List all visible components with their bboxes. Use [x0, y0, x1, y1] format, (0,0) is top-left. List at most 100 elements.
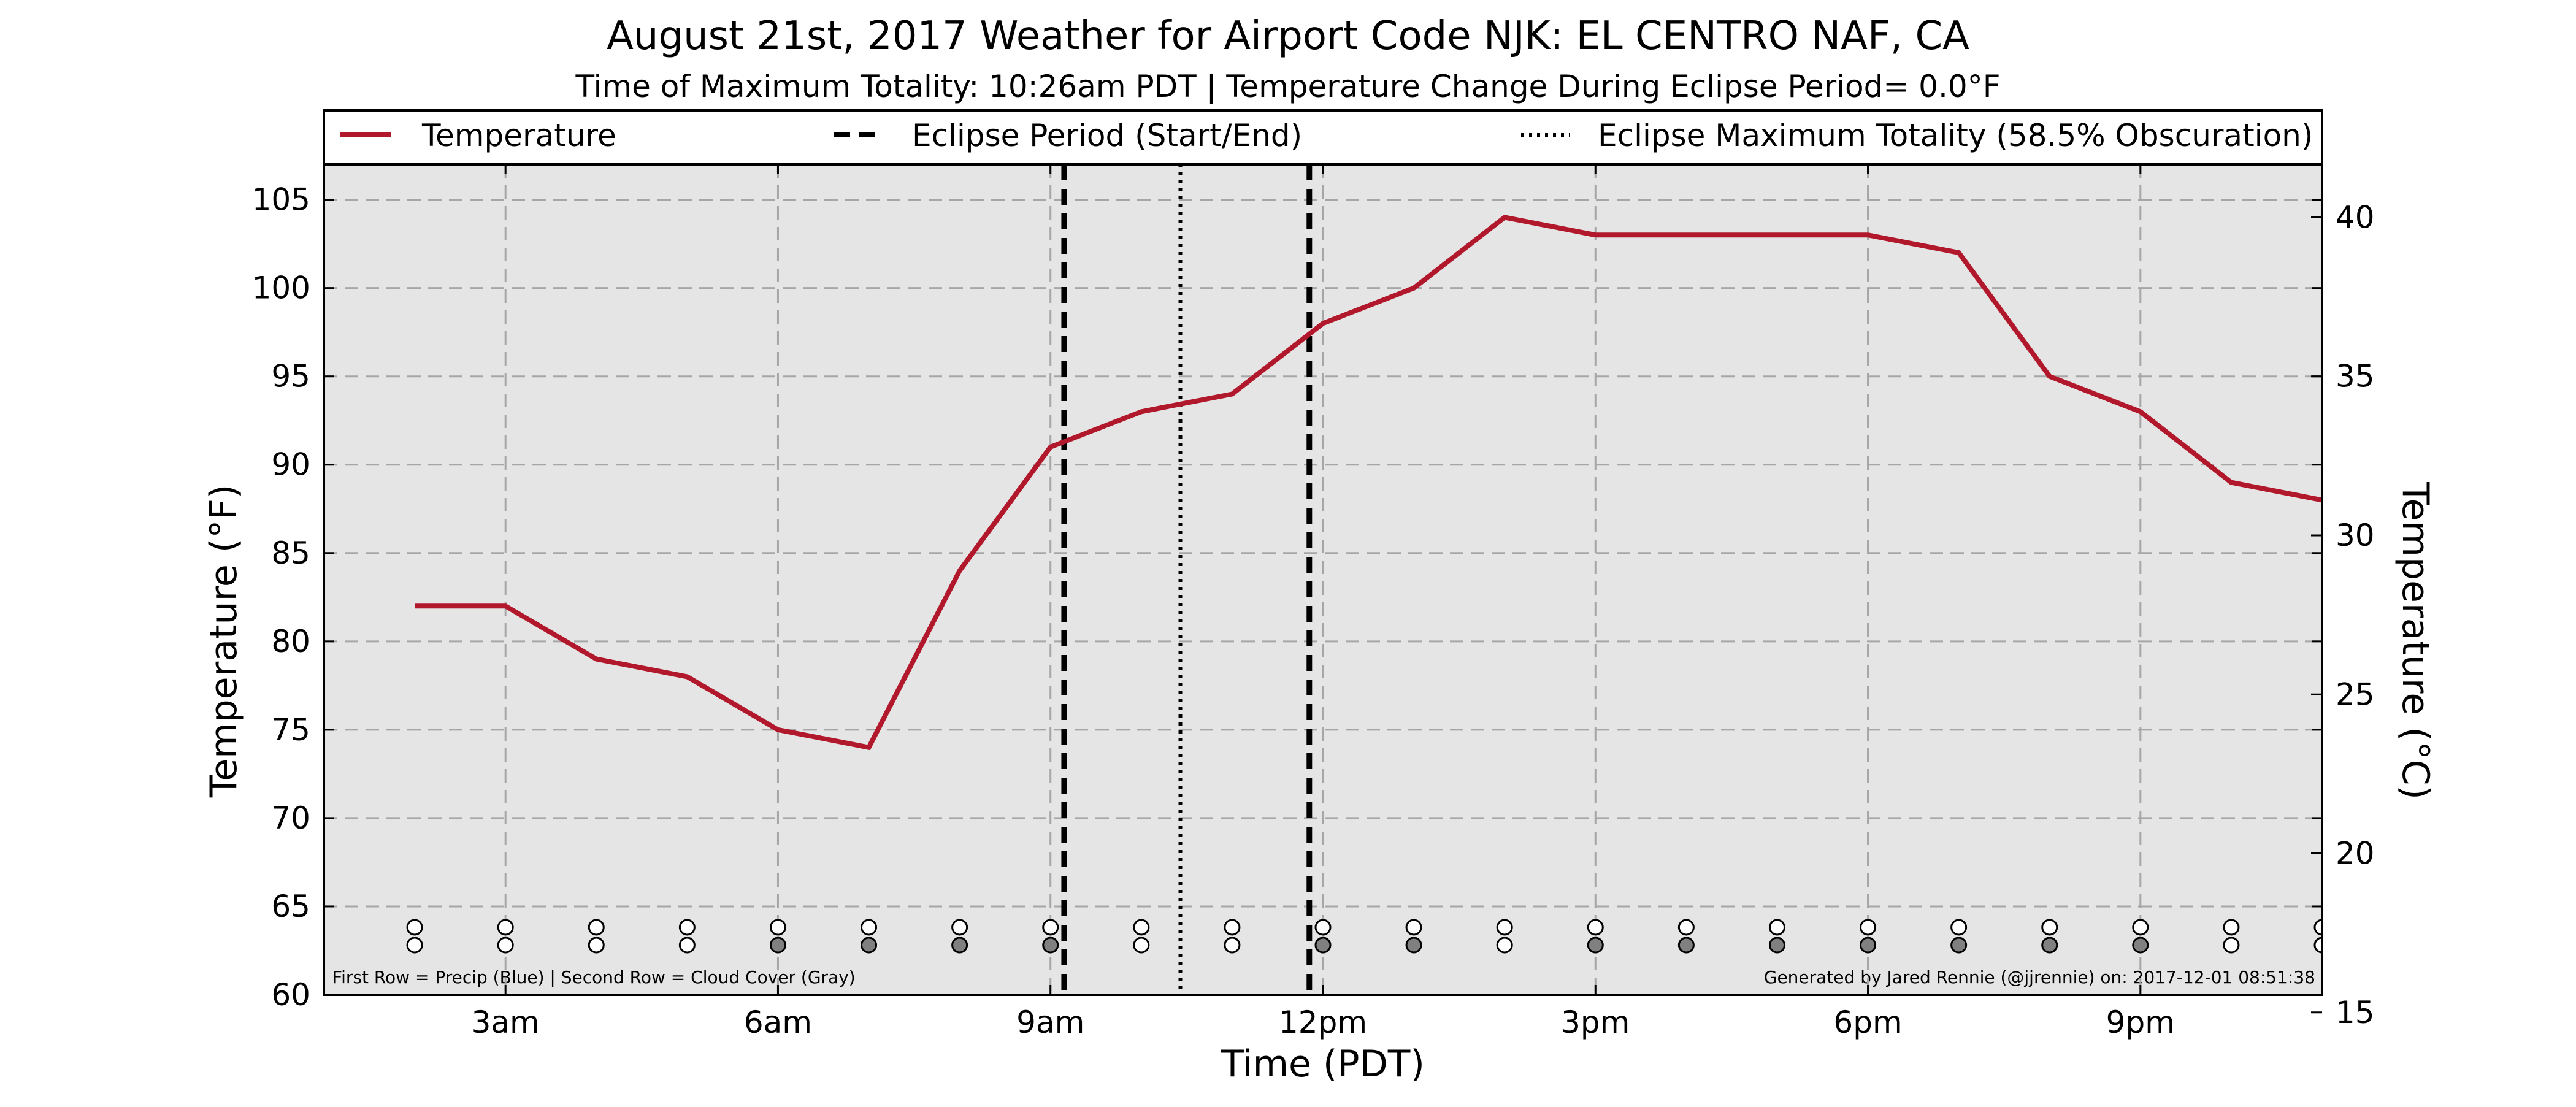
x-axis-label: Time (PDT): [1221, 1043, 1425, 1086]
precip-indicator: [678, 919, 696, 936]
precip-indicator: [1405, 919, 1422, 936]
footnote-right: Generated by Jared Rennie (@jjrennie) on…: [1764, 967, 2315, 987]
x-tick-label: 3pm: [1561, 1005, 1630, 1040]
precip-indicator: [406, 919, 423, 936]
cloud-indicator: [497, 937, 514, 954]
temperature-point: [2231, 482, 2232, 483]
y2-axis-label: Temperature (°C): [2394, 481, 2437, 800]
y-tick-label: 100: [252, 270, 310, 306]
precip-indicator: [2132, 919, 2149, 936]
precip-indicator: [1042, 919, 1059, 936]
footnote-left: First Row = Precip (Blue) | Second Row =…: [332, 967, 856, 987]
temperature-point: [2140, 411, 2141, 412]
legend-label-eclipse-period: Eclipse Period (Start/End): [912, 118, 1302, 153]
cloud-indicator: [588, 937, 605, 954]
y2-tick-label: 35: [2336, 359, 2375, 394]
x-tick-label: 3am: [472, 1005, 540, 1040]
precip-indicator: [769, 919, 786, 936]
temperature-point: [596, 659, 597, 660]
precip-indicator: [1860, 919, 1877, 936]
temperature-point: [1958, 252, 1960, 253]
x-tick-label: 6pm: [1833, 1005, 1902, 1040]
precip-indicator: [1768, 919, 1785, 936]
cloud-indicator: [861, 937, 878, 954]
temperature-point: [1685, 234, 1687, 236]
y2-tick-label: 40: [2336, 199, 2375, 235]
precip-indicator: [1950, 919, 1968, 936]
y-tick-label: 105: [252, 182, 310, 218]
cloud-indicator: [678, 937, 696, 954]
temperature-point: [505, 605, 506, 607]
temperature-point: [1413, 288, 1414, 289]
precip-indicator: [1496, 919, 1513, 936]
precip-indicator: [1224, 919, 1241, 936]
cloud-indicator: [2041, 937, 2058, 954]
precip-indicator: [1677, 919, 1695, 936]
y2-tick-label: 15: [2336, 995, 2375, 1030]
cloud-indicator: [1314, 937, 1332, 954]
x-tick-label: 12pm: [1279, 1005, 1367, 1040]
cloud-indicator: [2313, 937, 2322, 954]
cloud-indicator: [2223, 937, 2240, 954]
temperature-point: [2049, 376, 2050, 377]
precip-indicator: [1314, 919, 1332, 936]
temperature-point: [1322, 323, 1324, 324]
y-tick-label: 90: [271, 447, 310, 483]
y2-tick-label: 30: [2336, 518, 2375, 553]
y-tick-label: 70: [271, 800, 310, 836]
temperature-point: [868, 747, 870, 748]
y2-tick-label: 25: [2336, 676, 2375, 712]
y-tick-label: 60: [271, 977, 310, 1013]
legend-label-max-totality: Eclipse Maximum Totality (58.5% Obscurat…: [1598, 118, 2313, 153]
cloud-indicator: [406, 937, 423, 954]
x-tick-label: 9pm: [2106, 1005, 2175, 1040]
temperature-point: [1141, 411, 1142, 412]
precip-indicator: [861, 919, 878, 936]
cloud-indicator: [2132, 937, 2149, 954]
temperature-point: [959, 570, 960, 572]
legend-label-temperature: Temperature: [421, 118, 616, 153]
temperature-point: [1050, 446, 1051, 448]
x-tick-label: 6am: [744, 1005, 812, 1040]
cloud-indicator: [1677, 937, 1695, 954]
precip-indicator: [2041, 919, 2058, 936]
cloud-indicator: [1405, 937, 1422, 954]
temperature-series-line: [415, 215, 2322, 751]
temperature-point: [414, 605, 415, 607]
y-tick-label: 95: [271, 359, 310, 394]
precip-indicator: [1587, 919, 1604, 936]
temperature-point: [686, 676, 688, 677]
cloud-indicator: [1224, 937, 1241, 954]
chart-title: August 21st, 2017 Weather for Airport Co…: [607, 13, 1969, 59]
cloud-indicator: [1133, 937, 1150, 954]
temperature-point: [1232, 394, 1233, 395]
cloud-indicator: [1496, 937, 1513, 954]
cloud-indicator: [1860, 937, 1877, 954]
cloud-indicator: [1042, 937, 1059, 954]
precip-indicator: [1133, 919, 1150, 936]
temperature-point: [777, 729, 778, 730]
temperature-point: [1868, 234, 1869, 236]
precip-indicator: [2223, 919, 2240, 936]
temperature-point: [1504, 216, 1505, 218]
y-tick-label: 80: [271, 624, 310, 659]
temperature-point: [1595, 234, 1596, 236]
y2-tick-label: 20: [2336, 836, 2375, 871]
cloud-indicator: [951, 937, 968, 954]
cloud-indicator: [1587, 937, 1604, 954]
precip-indicator: [588, 919, 605, 936]
cloud-indicator: [1950, 937, 1968, 954]
x-tick-label: 9am: [1016, 1005, 1084, 1040]
precip-indicator: [951, 919, 968, 936]
cloud-indicator: [1768, 937, 1785, 954]
y-tick-label: 85: [271, 535, 310, 571]
y-tick-label: 65: [271, 889, 310, 924]
y-tick-label: 75: [271, 712, 310, 748]
chart-subtitle: Time of Maximum Totality: 10:26am PDT | …: [575, 69, 2001, 104]
temperature-point: [1776, 234, 1777, 236]
y-axis-label: Temperature (°F): [202, 485, 245, 798]
precip-indicator: [2313, 919, 2322, 936]
cloud-indicator: [769, 937, 786, 954]
